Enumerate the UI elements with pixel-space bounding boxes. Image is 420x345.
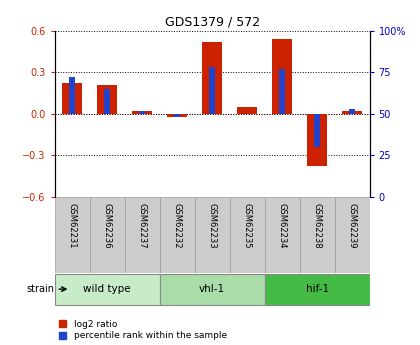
Bar: [69, 77, 75, 114]
Bar: [265, 197, 299, 273]
Bar: [314, 114, 320, 147]
Bar: [194, 197, 230, 273]
Bar: [335, 197, 370, 273]
Text: GSM62237: GSM62237: [138, 203, 147, 248]
Text: hif-1: hif-1: [305, 284, 329, 294]
Bar: [342, 111, 362, 114]
Text: GSM62236: GSM62236: [102, 203, 112, 248]
Bar: [89, 197, 125, 273]
Bar: [273, 39, 292, 114]
Bar: [104, 89, 110, 114]
Bar: [168, 114, 187, 117]
Bar: [349, 109, 355, 114]
Text: GSM62239: GSM62239: [348, 203, 357, 248]
Text: strain: strain: [26, 284, 55, 294]
Title: GDS1379 / 572: GDS1379 / 572: [165, 16, 260, 29]
Text: GSM62234: GSM62234: [278, 203, 286, 248]
Bar: [132, 111, 152, 114]
Bar: [160, 197, 194, 273]
Text: GSM62238: GSM62238: [312, 203, 322, 248]
Bar: [63, 83, 82, 114]
Bar: [202, 42, 222, 114]
Text: wild type: wild type: [83, 284, 131, 294]
Text: vhl-1: vhl-1: [199, 284, 225, 294]
Text: GSM62232: GSM62232: [173, 203, 181, 248]
Bar: [237, 107, 257, 114]
Text: GSM62233: GSM62233: [207, 203, 217, 248]
Text: GSM62231: GSM62231: [68, 203, 76, 248]
Bar: [279, 69, 285, 114]
Bar: [209, 68, 215, 114]
Bar: [299, 197, 335, 273]
Bar: [307, 114, 327, 166]
Bar: [97, 85, 117, 114]
Bar: [174, 114, 180, 117]
Bar: [125, 197, 160, 273]
Bar: [160, 274, 265, 305]
Bar: [55, 274, 160, 305]
Bar: [55, 197, 89, 273]
Text: GSM62235: GSM62235: [243, 203, 252, 248]
Bar: [230, 197, 265, 273]
Bar: [265, 274, 370, 305]
Legend: log2 ratio, percentile rank within the sample: log2 ratio, percentile rank within the s…: [59, 320, 227, 341]
Bar: [139, 110, 145, 114]
